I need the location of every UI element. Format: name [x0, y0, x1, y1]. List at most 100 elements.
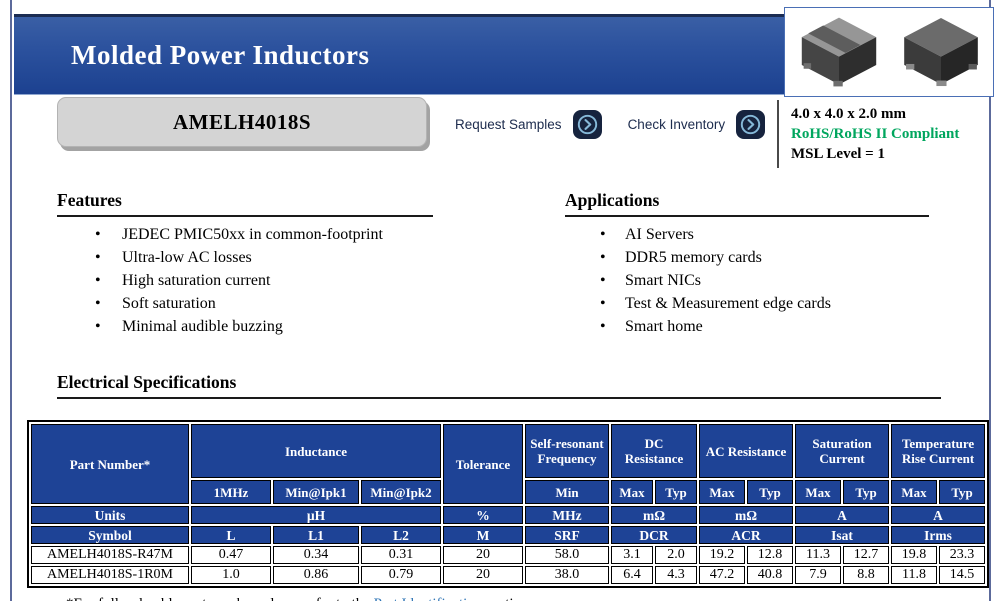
symbol-l2: L2 — [361, 526, 441, 544]
inductor-plain-image — [904, 17, 978, 87]
value-cell: 0.31 — [361, 546, 441, 564]
value-cell: 20 — [443, 546, 523, 564]
subheader-dcr-max: Max — [611, 480, 653, 504]
part-identification-link[interactable]: Part Identification — [374, 596, 483, 601]
application-item: Test & Measurement edge cards — [565, 292, 929, 315]
col-header-srf: Self-resonant Frequency — [525, 424, 609, 478]
value-cell: 0.34 — [273, 546, 359, 564]
feature-item: High saturation current — [57, 269, 433, 292]
application-item: AI Servers — [565, 223, 929, 246]
vertical-divider — [777, 100, 779, 168]
applications-list: AI Servers DDR5 memory cards Smart NICs … — [565, 223, 929, 338]
page-border-right — [989, 0, 991, 601]
feature-item: Soft saturation — [57, 292, 433, 315]
col-header-inductance: Inductance — [191, 424, 441, 478]
feature-item: Ultra-low AC losses — [57, 246, 433, 269]
action-links: Request Samples Check Inventory — [455, 110, 766, 139]
feature-item: JEDEC PMIC50xx in common-footprint — [57, 223, 433, 246]
inductor-striped-image — [801, 17, 877, 87]
subheader-irms-typ: Typ — [939, 480, 986, 504]
col-header-ac-resistance: AC Resistance — [699, 424, 794, 478]
subheader-dcr-typ: Typ — [655, 480, 698, 504]
table-subheader-row: 1MHz Min@Ipk1 Min@Ipk2 Min Max Typ Max T… — [31, 480, 986, 504]
msl-level-text: MSL Level = 1 — [791, 146, 885, 162]
col-header-part-number: Part Number* — [31, 424, 189, 504]
value-cell: 6.4 — [611, 566, 653, 584]
application-item: Smart NICs — [565, 269, 929, 292]
value-cell: 19.8 — [891, 546, 938, 564]
symbol-row: Symbol L L1 L2 M SRF DCR ACR Isat Irms — [31, 526, 986, 544]
application-item: DDR5 memory cards — [565, 246, 929, 269]
request-samples-link[interactable]: Request Samples — [455, 110, 602, 139]
request-samples-arrow-icon[interactable] — [572, 110, 602, 139]
value-cell: 14.5 — [939, 566, 986, 584]
value-cell: 40.8 — [747, 566, 794, 584]
col-header-temp-rise-current: Temperature Rise Current — [891, 424, 986, 478]
dimensions-text: 4.0 x 4.0 x 2.0 mm — [791, 106, 906, 122]
check-inventory-link[interactable]: Check Inventory — [628, 110, 766, 139]
units-tolerance: % — [443, 506, 523, 524]
page-title: Molded Power Inductors — [71, 40, 370, 70]
units-frequency: MHz — [525, 506, 609, 524]
symbol-m: M — [443, 526, 523, 544]
part-number-cell: AMELH4018S-1R0M — [31, 566, 189, 584]
col-header-saturation-current: Saturation Current — [795, 424, 890, 478]
subheader-acr-typ: Typ — [747, 480, 794, 504]
subheader-acr-max: Max — [699, 480, 746, 504]
electrical-specs-table: Part Number* Inductance Tolerance Self-r… — [27, 420, 990, 588]
symbol-l: L — [191, 526, 271, 544]
value-cell: 7.9 — [795, 566, 842, 584]
units-saturation-current: A — [795, 506, 890, 524]
electrical-specs-table-wrap: Part Number* Inductance Tolerance Self-r… — [27, 420, 990, 588]
symbol-dcr: DCR — [611, 526, 698, 544]
subheader-irms-max: Max — [891, 480, 938, 504]
value-cell: 8.8 — [843, 566, 890, 584]
units-ac-resistance: mΩ — [699, 506, 794, 524]
value-cell: 23.3 — [939, 546, 986, 564]
value-cell: 0.47 — [191, 546, 271, 564]
col-header-dc-resistance: DC Resistance — [611, 424, 698, 478]
footnote: *For full orderable part number, please … — [66, 596, 532, 601]
units-row: Units µH % MHz mΩ mΩ A A — [31, 506, 986, 524]
check-inventory-arrow-icon[interactable] — [736, 110, 766, 139]
value-cell: 12.7 — [843, 546, 890, 564]
page-border-left — [10, 0, 12, 601]
request-samples-label: Request Samples — [455, 117, 562, 132]
applications-section: Applications AI Servers DDR5 memory card… — [565, 190, 929, 338]
value-cell: 58.0 — [525, 546, 609, 564]
subheader-srf-min: Min — [525, 480, 609, 504]
value-cell: 38.0 — [525, 566, 609, 584]
product-image-box — [784, 7, 994, 97]
value-cell: 11.8 — [891, 566, 938, 584]
subheader-isat-typ: Typ — [843, 480, 890, 504]
symbol-l1: L1 — [273, 526, 359, 544]
units-dc-resistance: mΩ — [611, 506, 698, 524]
value-cell: 1.0 — [191, 566, 271, 584]
subheader-min-ipk1: Min@Ipk1 — [273, 480, 359, 504]
feature-item: Minimal audible buzzing — [57, 315, 433, 338]
symbol-acr: ACR — [699, 526, 794, 544]
footnote-suffix: section. — [482, 596, 532, 601]
value-cell: 0.86 — [273, 566, 359, 584]
features-section: Features JEDEC PMIC50xx in common-footpr… — [57, 190, 433, 338]
units-temp-rise-current: A — [891, 506, 986, 524]
units-label: Units — [31, 506, 189, 524]
table-row-r47m: AMELH4018S-R47M 0.47 0.34 0.31 20 58.0 3… — [31, 546, 986, 564]
table-row-1r0m: AMELH4018S-1R0M 1.0 0.86 0.79 20 38.0 6.… — [31, 566, 986, 584]
units-inductance: µH — [191, 506, 441, 524]
electrical-specs-section: Electrical Specifications — [57, 372, 941, 405]
electrical-specs-heading: Electrical Specifications — [57, 372, 941, 399]
value-cell: 2.0 — [655, 546, 698, 564]
value-cell: 4.3 — [655, 566, 698, 584]
value-cell: 3.1 — [611, 546, 653, 564]
col-header-tolerance: Tolerance — [443, 424, 523, 504]
symbol-irms: Irms — [891, 526, 986, 544]
rohs-compliance-text: RoHS/RoHS II Compliant — [791, 126, 960, 142]
subheader-1mhz: 1MHz — [191, 480, 271, 504]
value-cell: 0.79 — [361, 566, 441, 584]
applications-heading: Applications — [565, 190, 929, 217]
subheader-isat-max: Max — [795, 480, 842, 504]
subheader-min-ipk2: Min@Ipk2 — [361, 480, 441, 504]
value-cell: 20 — [443, 566, 523, 584]
value-cell: 12.8 — [747, 546, 794, 564]
